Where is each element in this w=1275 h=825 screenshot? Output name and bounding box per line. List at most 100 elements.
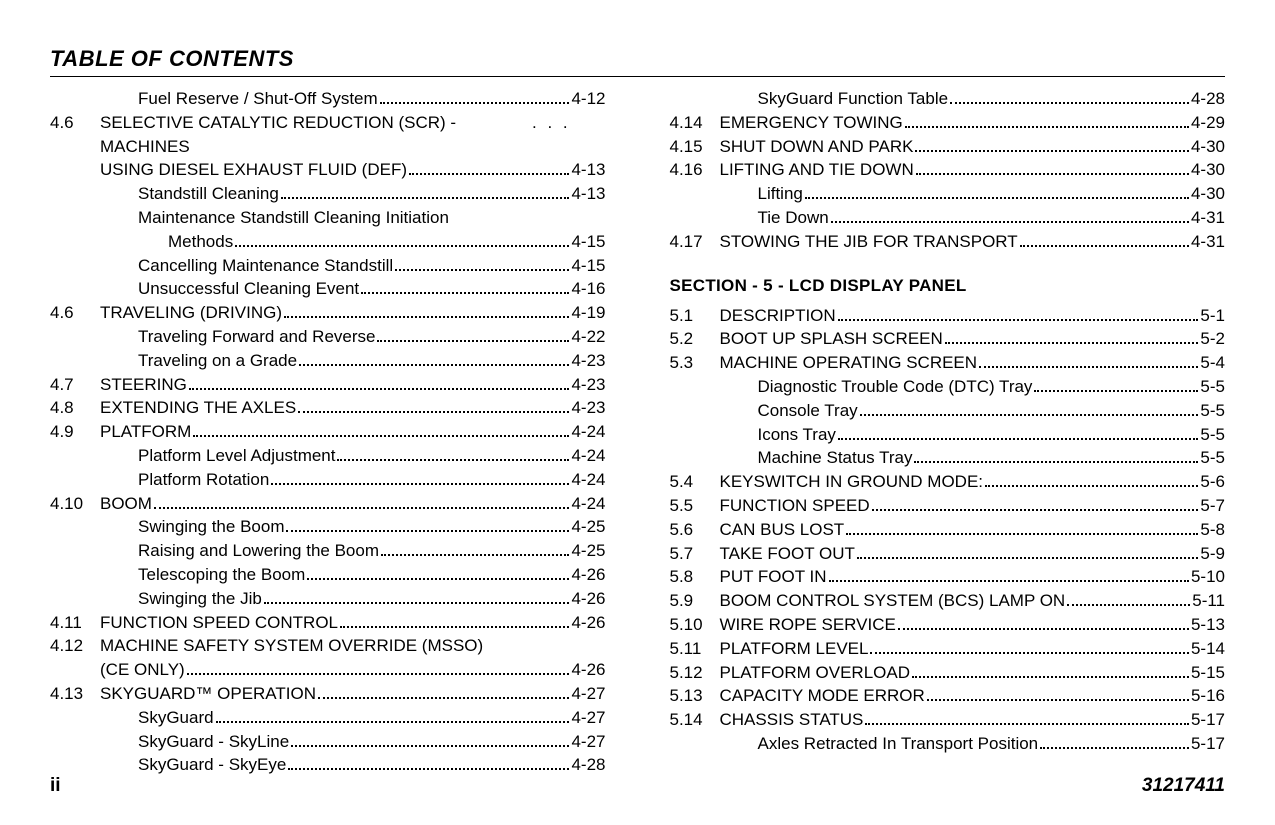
- leader-dots: [286, 519, 569, 532]
- toc-entry-label: Platform Rotation: [138, 468, 269, 492]
- leader-dots: [950, 91, 1189, 104]
- leader-dots: [380, 91, 570, 104]
- toc-entry-page: 4-13: [571, 182, 605, 206]
- footer-page-number: ii: [50, 775, 61, 797]
- toc-row: Telescoping the Boom 4-26: [50, 563, 606, 587]
- toc-entry-number: 5.10: [670, 613, 720, 637]
- toc-entry-number: 5.6: [670, 518, 720, 542]
- toc-entry-page: 4-24: [571, 492, 605, 516]
- toc-entry-page: 5-5: [1200, 446, 1225, 470]
- toc-entry-page: 4-26: [571, 658, 605, 682]
- toc-entry-label: BOOM CONTROL SYSTEM (BCS) LAMP ON: [720, 589, 1066, 613]
- toc-entry-page: 5-17: [1191, 708, 1225, 732]
- toc-entry-page: 4-27: [571, 706, 605, 730]
- toc-row: SkyGuard 4-27: [50, 706, 606, 730]
- toc-entry-page: 5-11: [1192, 589, 1225, 613]
- toc-entry-page: 4-29: [1191, 111, 1225, 135]
- toc-entry-label: Fuel Reserve / Shut-Off System: [138, 87, 378, 111]
- leader-dots: [905, 115, 1189, 128]
- leader-dots: [865, 712, 1189, 725]
- leader-dots: [838, 427, 1199, 440]
- toc-row: (CE ONLY) 4-26: [50, 658, 606, 682]
- leader-dots: [216, 710, 570, 723]
- leader-dots: [831, 210, 1189, 223]
- toc-entry-label: Maintenance Standstill Cleaning Initiati…: [138, 206, 449, 230]
- toc-entry-label: CHASSIS STATUS: [720, 708, 864, 732]
- toc-entry-number: 4.14: [670, 111, 720, 135]
- toc-entry-label: TAKE FOOT OUT: [720, 542, 855, 566]
- toc-row: Platform Level Adjustment 4-24: [50, 444, 606, 468]
- toc-entry-label: LIFTING AND TIE DOWN: [720, 158, 914, 182]
- leader-dots: [284, 305, 569, 318]
- toc-entry-label: SkyGuard - SkyEye: [138, 753, 286, 777]
- leader-dots: [914, 450, 1198, 463]
- toc-entry-label: Diagnostic Trouble Code (DTC) Tray: [758, 375, 1033, 399]
- toc-entry-label: BOOT UP SPLASH SCREEN: [720, 327, 943, 351]
- toc-entry-number: 5.8: [670, 565, 720, 589]
- toc-row: Standstill Cleaning 4-13: [50, 182, 606, 206]
- toc-entry-page: 5-2: [1200, 327, 1225, 351]
- toc-row: 4.12MACHINE SAFETY SYSTEM OVERRIDE (MSSO…: [50, 634, 606, 658]
- leader-dots: [945, 331, 1199, 344]
- toc-entry-page: 4-26: [571, 611, 605, 635]
- toc-row: 4.9PLATFORM 4-24: [50, 420, 606, 444]
- toc-entry-label: Raising and Lowering the Boom: [138, 539, 379, 563]
- toc-row: 5.11PLATFORM LEVEL 5-14: [670, 637, 1226, 661]
- leader-dots: [1020, 234, 1189, 247]
- toc-row: 4.6SELECTIVE CATALYTIC REDUCTION (SCR) -…: [50, 111, 606, 159]
- toc-row: Maintenance Standstill Cleaning Initiati…: [50, 206, 606, 230]
- toc-row: Swinging the Boom 4-25: [50, 515, 606, 539]
- toc-entry-page: 5-13: [1191, 613, 1225, 637]
- leader-dots: [915, 139, 1189, 152]
- toc-row: Swinging the Jib 4-26: [50, 587, 606, 611]
- leader-dots: [264, 591, 570, 604]
- leader-dots: [298, 400, 569, 413]
- toc-row: 5.10WIRE ROPE SERVICE 5-13: [670, 613, 1226, 637]
- leader-dots: [805, 186, 1189, 199]
- toc-entry-label: FUNCTION SPEED: [720, 494, 870, 518]
- toc-entry-label: Icons Tray: [758, 423, 836, 447]
- leader-dots: [409, 162, 569, 175]
- toc-entry-page: 4-30: [1191, 158, 1225, 182]
- leader-dots: [381, 543, 569, 556]
- toc-entry-label: Traveling Forward and Reverse: [138, 325, 375, 349]
- toc-entry-number: 5.11: [670, 637, 720, 661]
- toc-left-column: Fuel Reserve / Shut-Off System 4-124.6SE…: [50, 87, 606, 777]
- toc-entry-number: 5.9: [670, 589, 720, 613]
- toc-entry-number: 5.3: [670, 351, 720, 375]
- toc-entry-page: 5-5: [1200, 399, 1225, 423]
- toc-entry-label: PLATFORM: [100, 420, 191, 444]
- toc-entry-label: Swinging the Boom: [138, 515, 284, 539]
- toc-entry-page: 4-28: [1191, 87, 1225, 111]
- toc-entry-page: 5-17: [1191, 732, 1225, 756]
- toc-entry-page: 5-8: [1200, 518, 1225, 542]
- toc-row: 5.5FUNCTION SPEED 5-7: [670, 494, 1226, 518]
- toc-row: 4.7STEERING 4-23: [50, 373, 606, 397]
- toc-entry-label: PUT FOOT IN: [720, 565, 827, 589]
- toc-entry-label: USING DIESEL EXHAUST FLUID (DEF): [100, 158, 407, 182]
- page-title: TABLE OF CONTENTS: [50, 46, 1225, 72]
- toc-row: Icons Tray 5-5: [670, 423, 1226, 447]
- toc-entry-number: 4.12: [50, 634, 100, 658]
- leader-dots: [927, 688, 1189, 701]
- section-heading: SECTION - 5 - LCD DISPLAY PANEL: [670, 276, 1226, 296]
- toc-row: Lifting 4-30: [670, 182, 1226, 206]
- toc-row: Raising and Lowering the Boom 4-25: [50, 539, 606, 563]
- toc-row: 5.2BOOT UP SPLASH SCREEN 5-2: [670, 327, 1226, 351]
- leader-dots: [395, 258, 569, 271]
- document-page: TABLE OF CONTENTS Fuel Reserve / Shut-Of…: [0, 0, 1275, 825]
- toc-row: 4.15SHUT DOWN AND PARK 4-30: [670, 135, 1226, 159]
- toc-entry-number: 4.8: [50, 396, 100, 420]
- toc-entry-page: 5-16: [1191, 684, 1225, 708]
- toc-entry-number: 4.15: [670, 135, 720, 159]
- toc-row: 5.13CAPACITY MODE ERROR 5-16: [670, 684, 1226, 708]
- toc-entry-number: 4.16: [670, 158, 720, 182]
- toc-entry-label: Tie Down: [758, 206, 829, 230]
- toc-row: Platform Rotation 4-24: [50, 468, 606, 492]
- toc-entry-label: CAPACITY MODE ERROR: [720, 684, 925, 708]
- toc-entry-label: Lifting: [758, 182, 803, 206]
- toc-entry-label: KEYSWITCH IN GROUND MODE:: [720, 470, 984, 494]
- toc-entry-label: WIRE ROPE SERVICE: [720, 613, 896, 637]
- toc-entry-page: 4-23: [571, 373, 605, 397]
- toc-entry-label: (CE ONLY): [100, 658, 185, 682]
